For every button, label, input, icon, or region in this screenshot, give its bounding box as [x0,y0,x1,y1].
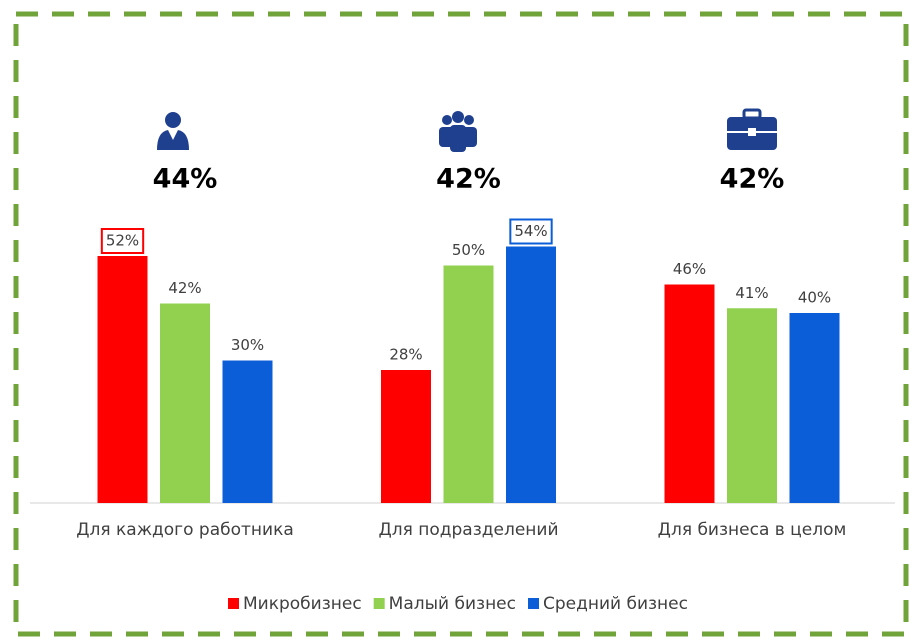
data-label: 41% [735,284,768,302]
group-value: 42% [720,164,785,195]
data-label: 30% [231,336,264,354]
highlight-box [509,218,553,245]
legend-swatch [528,598,540,609]
data-label: 50% [452,241,485,259]
data-label: 54% [514,222,547,240]
data-label: 40% [798,289,831,307]
data-label: 28% [389,346,422,364]
icon-person [157,112,189,150]
legend-swatch [373,598,385,609]
bar [506,246,556,503]
bar [222,360,273,503]
bar [443,265,494,503]
icon-group [439,111,477,152]
group-value: 42% [436,164,501,195]
category-label: Для каждого работника [76,520,294,540]
legend-label: Малый бизнес [389,594,516,614]
bar [381,370,431,503]
legend-label: Микробизнес [243,594,362,614]
highlight-box [100,228,145,254]
data-label: 52% [106,232,139,250]
bar [789,313,840,503]
dashed-frame [13,11,909,637]
category-label: Для подразделений [378,520,558,540]
category-label: Для бизнеса в целом [658,520,847,540]
bar [97,256,148,503]
legend-swatch [228,598,240,609]
legend-label: Средний бизнес [543,594,688,614]
bar [664,284,715,503]
bar [727,308,777,503]
group-value: 44% [153,164,218,195]
data-label: 42% [168,279,201,297]
icon-briefcase [727,108,777,150]
bar [160,303,210,503]
data-label: 46% [673,260,706,278]
